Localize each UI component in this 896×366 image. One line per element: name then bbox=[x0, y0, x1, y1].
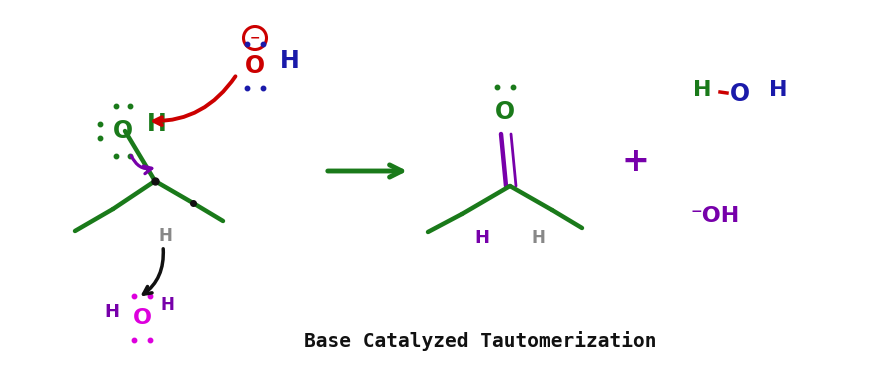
Text: O: O bbox=[113, 119, 134, 143]
Text: ⁻OH: ⁻OH bbox=[691, 206, 739, 226]
Text: Base Catalyzed Tautomerization: Base Catalyzed Tautomerization bbox=[304, 331, 656, 351]
Text: H: H bbox=[158, 227, 172, 245]
Text: H: H bbox=[280, 49, 300, 73]
FancyArrowPatch shape bbox=[143, 249, 163, 294]
Text: O: O bbox=[133, 308, 151, 328]
Text: H: H bbox=[531, 229, 545, 247]
Text: H: H bbox=[147, 112, 167, 136]
Text: +: + bbox=[621, 145, 649, 178]
FancyArrowPatch shape bbox=[131, 156, 151, 174]
Text: H: H bbox=[160, 296, 174, 314]
Text: H: H bbox=[105, 303, 119, 321]
Text: O: O bbox=[730, 82, 750, 106]
Text: H: H bbox=[769, 80, 788, 100]
Text: −: − bbox=[250, 31, 260, 45]
Text: O: O bbox=[495, 100, 515, 124]
Text: H: H bbox=[475, 229, 489, 247]
FancyArrowPatch shape bbox=[154, 76, 236, 125]
Text: O: O bbox=[245, 54, 265, 78]
Text: H: H bbox=[693, 80, 711, 100]
